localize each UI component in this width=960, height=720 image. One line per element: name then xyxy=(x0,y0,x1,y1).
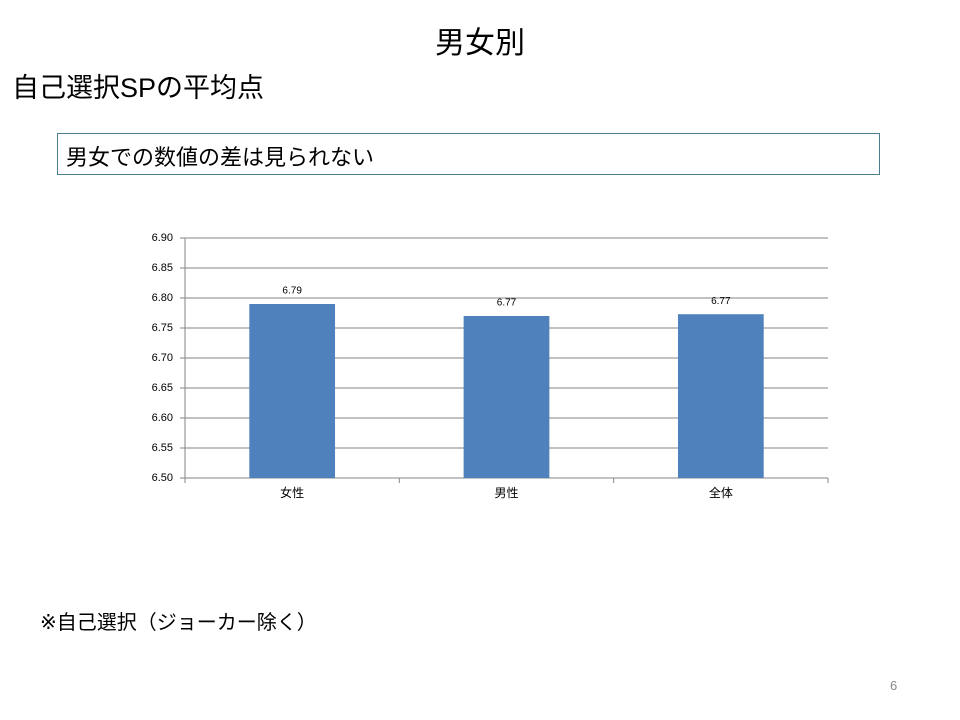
page-number: 6 xyxy=(890,678,898,693)
y-tick-label: 6.85 xyxy=(152,262,173,274)
y-tick-label: 6.60 xyxy=(152,412,173,424)
bar xyxy=(677,314,764,478)
y-tick-label: 6.65 xyxy=(152,382,173,394)
callout-text: 男女での数値の差は見られない xyxy=(66,145,375,170)
callout-box: 男女での数値の差は見られない xyxy=(57,133,880,175)
value-label: 6.79 xyxy=(282,286,302,297)
y-tick-label: 6.70 xyxy=(152,352,173,364)
y-tick-label: 6.75 xyxy=(152,322,173,334)
slide-title: 男女別 xyxy=(435,27,525,60)
x-tick-label: 全体 xyxy=(709,485,733,500)
value-label: 6.77 xyxy=(497,298,517,309)
bar xyxy=(463,316,550,478)
y-tick-label: 6.90 xyxy=(152,232,173,244)
bar xyxy=(249,304,336,478)
value-label: 6.77 xyxy=(711,296,731,307)
x-tick-label: 男性 xyxy=(494,486,518,500)
y-tick-label: 6.55 xyxy=(152,442,173,454)
heading: 自己選択SPの平均点 xyxy=(12,73,265,103)
footnote: ※自己選択（ジョーカー除く） xyxy=(40,612,317,634)
y-tick-label: 6.80 xyxy=(152,292,173,304)
y-tick-label: 6.50 xyxy=(152,472,173,484)
x-tick-label: 女性 xyxy=(280,485,304,500)
